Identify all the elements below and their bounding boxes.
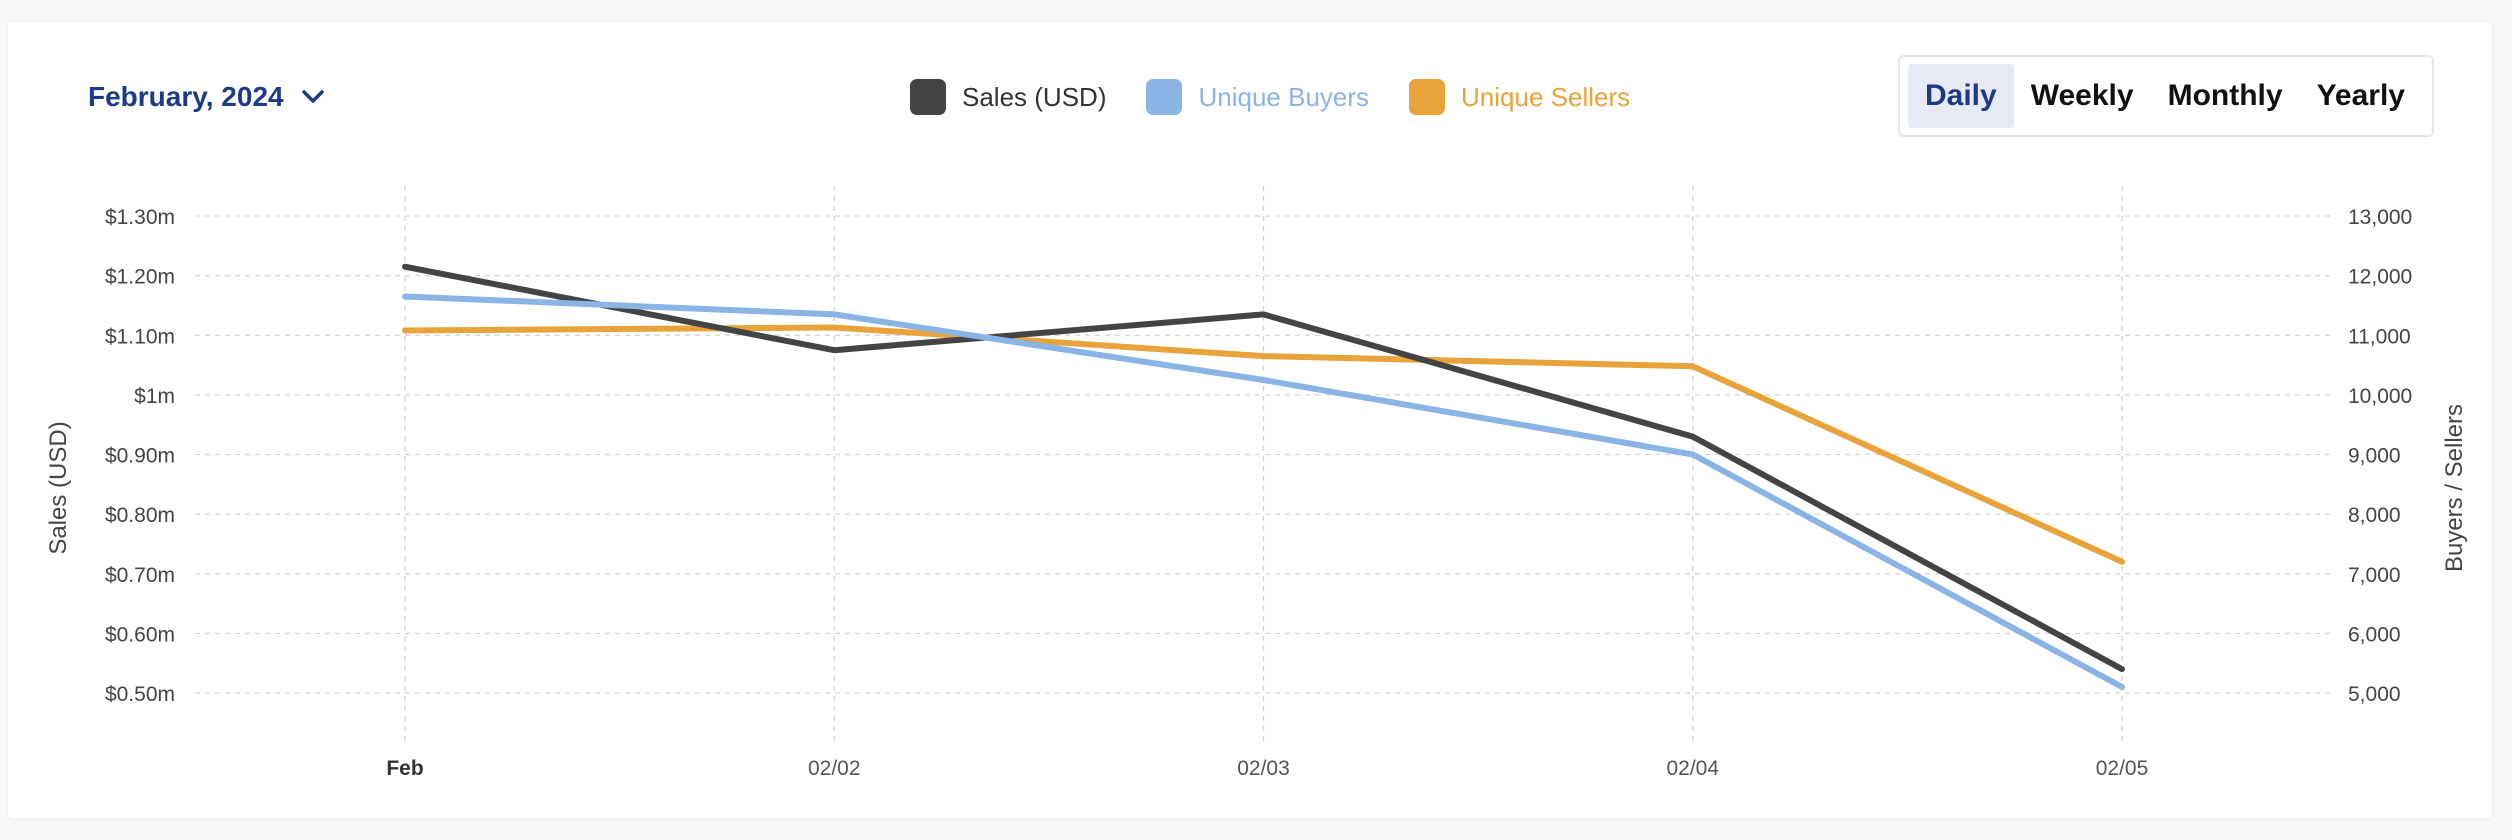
tab-monthly[interactable]: Monthly — [2167, 79, 2283, 112]
y-left-tick-label: $1.30m — [105, 206, 175, 229]
legend-label-sellers: Unique Sellers — [1461, 81, 1631, 112]
legend-item-sales[interactable]: Sales (USD) — [910, 79, 1106, 115]
y-left-axis-title: Sales (USD) — [45, 421, 72, 554]
y-right-tick-label: 6,000 — [2348, 623, 2401, 646]
chart-card — [8, 22, 2492, 818]
legend-item-buyers[interactable]: Unique Buyers — [1146, 79, 1369, 115]
tab-daily[interactable]: Daily — [1908, 64, 2014, 128]
y-left-tick-label: $0.90m — [105, 445, 175, 468]
series-line-buyers — [402, 293, 2125, 690]
chevron-down-icon — [301, 90, 324, 104]
period-tabs: Daily Weekly Monthly Yearly — [1898, 55, 2434, 137]
y-right-tick-label: 10,000 — [2348, 385, 2412, 408]
y-left-tick-label: $1m — [134, 385, 175, 408]
x-tick-label: 02/03 — [1237, 757, 1290, 780]
y-left-tick-label: $0.50m — [105, 683, 175, 706]
legend-label-buyers: Unique Buyers — [1198, 81, 1370, 112]
month-label: February, 2024 — [88, 81, 284, 112]
series-line-sales — [402, 263, 2125, 673]
y-left-tick-label: $0.70m — [105, 564, 175, 587]
y-right-tick-label: 13,000 — [2348, 206, 2412, 229]
y-left-tick-label: $1.20m — [105, 266, 175, 289]
series-line-sellers — [402, 324, 2125, 565]
tab-yearly[interactable]: Yearly — [2316, 79, 2405, 112]
tab-weekly[interactable]: Weekly — [2030, 79, 2134, 112]
y-right-tick-label: 9,000 — [2348, 445, 2401, 468]
legend-item-sellers[interactable]: Unique Sellers — [1409, 79, 1630, 115]
y-right-tick-label: 12,000 — [2348, 266, 2412, 289]
x-tick-label: 02/04 — [1666, 757, 1719, 780]
legend-swatch-sellers — [1409, 79, 1446, 115]
y-right-tick-label: 11,000 — [2348, 325, 2411, 348]
legend-label-sales: Sales (USD) — [962, 81, 1107, 112]
y-left-tick-label: $0.80m — [105, 504, 175, 527]
legend-swatch-buyers — [1146, 79, 1183, 115]
chart-legend: Sales (USD) Unique Buyers Unique Sellers — [910, 76, 1670, 118]
y-left-tick-label: $1.10m — [105, 325, 175, 348]
x-tick-label: 02/02 — [808, 757, 861, 780]
legend-swatch-sales — [910, 79, 946, 115]
y-right-tick-label: 7,000 — [2348, 564, 2401, 587]
x-tick-label: Feb — [386, 757, 423, 780]
x-tick-label: 02/05 — [2096, 757, 2149, 780]
y-right-tick-label: 8,000 — [2348, 504, 2401, 527]
y-left-tick-label: $0.60m — [105, 623, 175, 646]
y-right-axis-title: Buyers / Sellers — [2441, 404, 2468, 572]
y-right-tick-label: 5,000 — [2348, 683, 2401, 706]
month-selector[interactable]: February, 2024 — [88, 76, 324, 118]
